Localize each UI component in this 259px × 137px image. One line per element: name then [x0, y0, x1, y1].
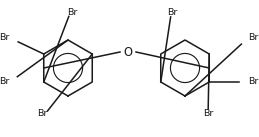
Text: Br: Br — [248, 78, 258, 86]
Text: Br: Br — [0, 34, 10, 42]
Text: Br: Br — [0, 78, 10, 86]
Text: Br: Br — [167, 8, 177, 17]
Text: Br: Br — [67, 8, 77, 17]
Text: O: O — [124, 45, 133, 58]
Text: Br: Br — [37, 109, 47, 118]
Text: Br: Br — [248, 34, 258, 42]
Text: Br: Br — [203, 109, 213, 118]
